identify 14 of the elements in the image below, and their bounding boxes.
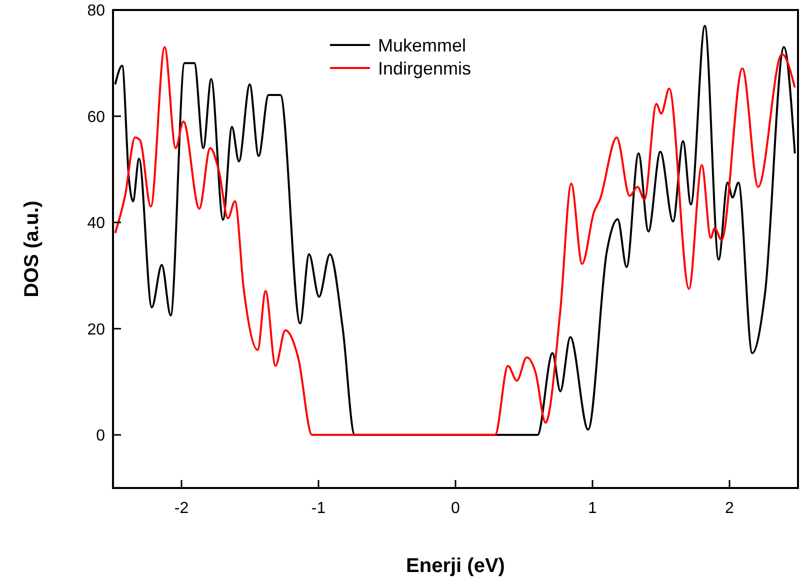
legend-label: Indirgenmis <box>378 58 472 78</box>
y-tick-label: 40 <box>87 215 106 232</box>
y-axis-title: DOS (a.u.) <box>21 200 43 298</box>
x-tick-label: 2 <box>725 500 734 517</box>
y-tick-label: 0 <box>96 427 106 444</box>
y-tick-label: 60 <box>87 108 106 126</box>
y-tick-label: 20 <box>87 321 106 338</box>
y-tick-label: 80 <box>87 2 106 20</box>
x-tick-label: 0 <box>451 500 460 517</box>
x-axis-title: Enerji (eV) <box>406 555 505 577</box>
x-tick-label: 1 <box>588 500 598 517</box>
x-tick-label: -2 <box>174 500 189 517</box>
legend-label: Mukemmel <box>378 35 466 56</box>
x-tick-label: -1 <box>311 500 326 517</box>
